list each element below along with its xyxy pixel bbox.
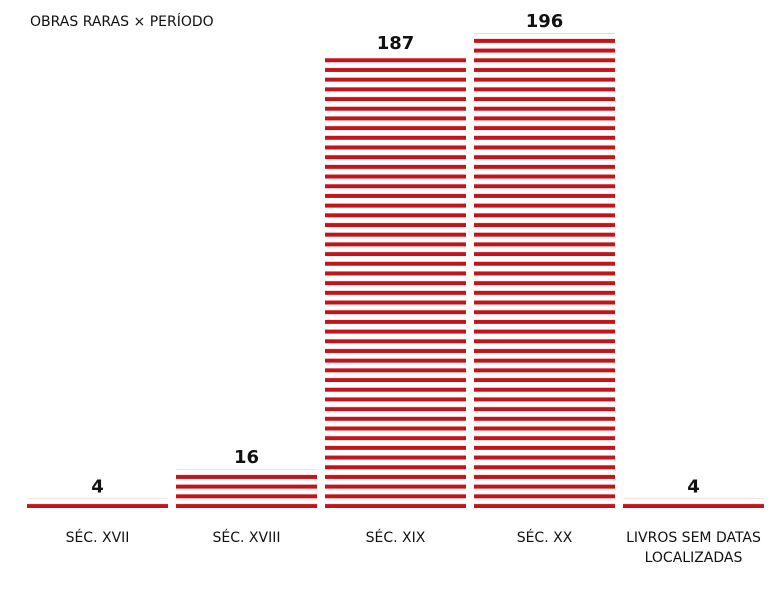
value-label: 196 <box>526 11 564 32</box>
bar <box>623 498 764 508</box>
bar <box>176 469 317 508</box>
x-tick-label: LIVROS SEM DATAS LOCALIZADAS <box>626 530 761 566</box>
bar <box>27 498 168 508</box>
x-tick-label: SÉC. XIX <box>365 530 426 546</box>
value-label: 4 <box>687 476 700 497</box>
x-tick-label: SÉC. XX <box>516 530 573 546</box>
chart-title: OBRAS RARAS × PERÍODO <box>30 13 214 30</box>
value-label: 4 <box>91 476 104 497</box>
x-tick-label: SÉC. XVII <box>65 530 130 546</box>
value-label: 16 <box>234 447 259 468</box>
x-tick-label: SÉC. XVIII <box>212 530 281 546</box>
bar <box>474 33 615 508</box>
value-label: 187 <box>377 33 415 54</box>
bar <box>325 54 466 509</box>
